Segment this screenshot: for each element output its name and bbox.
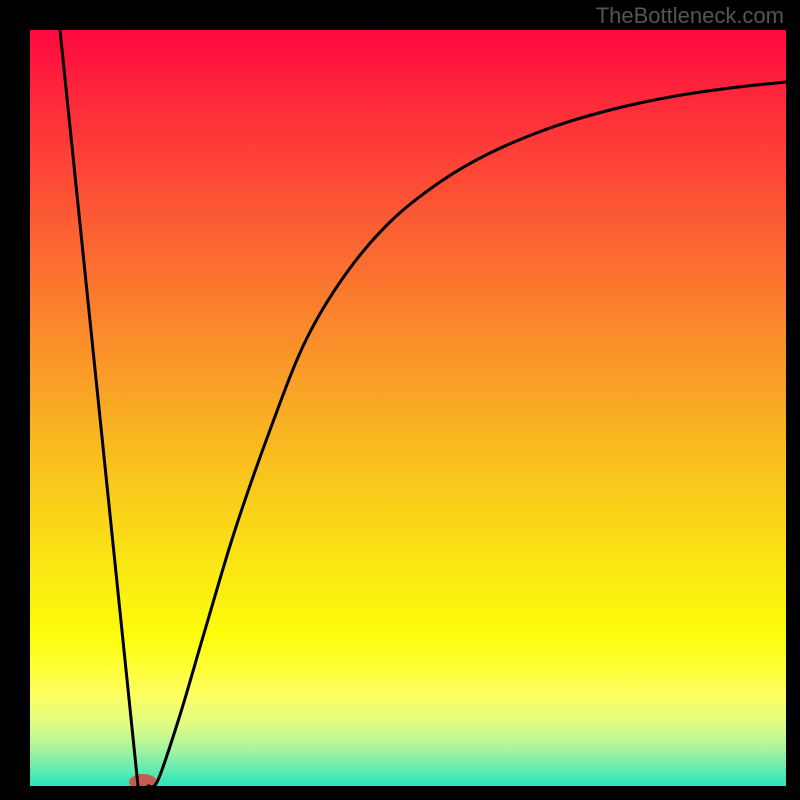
curve-layer (30, 30, 786, 786)
curve-right-branch (148, 82, 786, 786)
bottleneck-marker (129, 774, 157, 786)
curve-left-branch (60, 30, 138, 786)
watermark-text: TheBottleneck.com (596, 3, 784, 29)
plot-area (30, 30, 786, 786)
